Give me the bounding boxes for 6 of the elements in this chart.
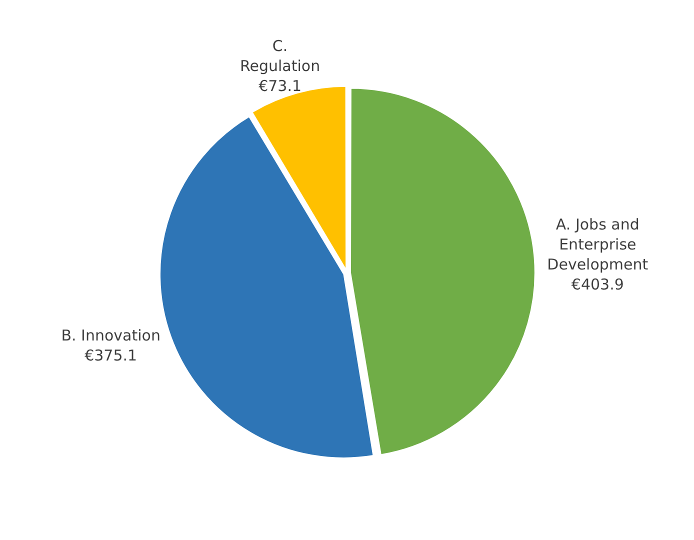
data-label: €375.1 [84,346,138,364]
slice-label: C. Regulation [240,36,320,75]
slice-label: B. Innovation [61,326,160,344]
slice-label: A. Jobs and Enterprise Development [547,215,648,274]
data-label: €73.1 [258,76,302,95]
data-label: €403.9 [571,275,624,294]
